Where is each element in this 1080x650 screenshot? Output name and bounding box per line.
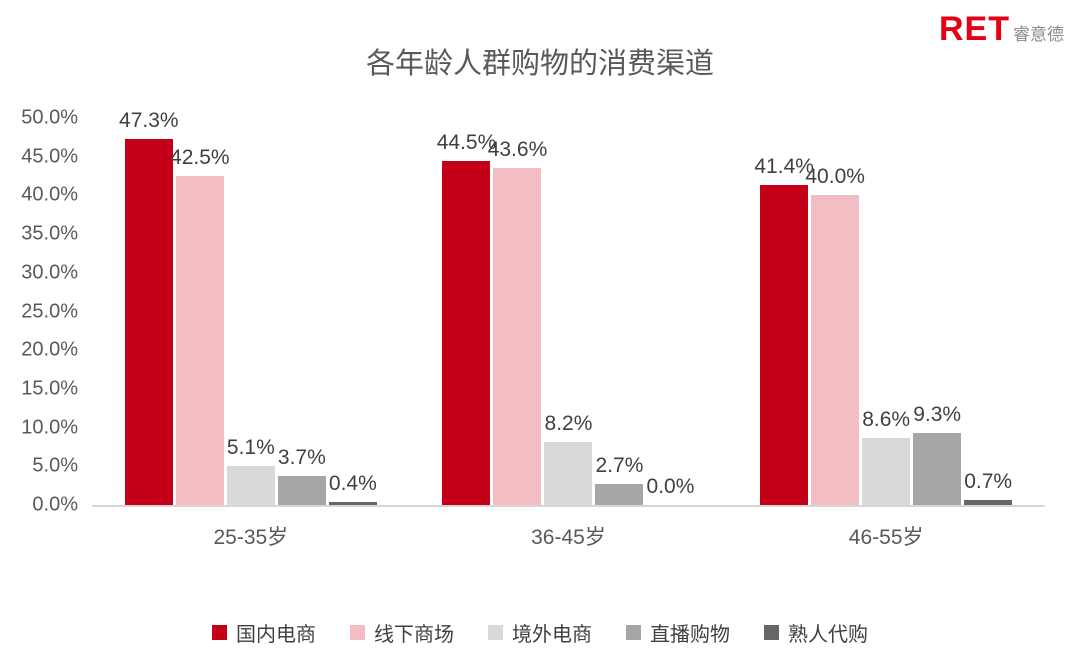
value-label: 43.6% <box>487 137 548 161</box>
legend-swatch <box>626 625 641 640</box>
legend-label: 直播购物 <box>650 624 730 646</box>
value-label: 42.5% <box>170 146 230 170</box>
bar <box>964 499 1013 505</box>
bar <box>175 176 224 505</box>
legend-label: 线下商场 <box>374 624 454 646</box>
y-axis-tick-label: 5.0% <box>32 454 78 477</box>
value-label: 9.3% <box>913 403 962 427</box>
bar <box>913 433 962 505</box>
y-axis-tick-label: 40.0% <box>21 183 78 206</box>
y-axis-tick-label: 30.0% <box>21 261 78 284</box>
x-axis-label: 36-45岁 <box>531 526 606 549</box>
legend-item: 熟人代购 <box>764 618 868 647</box>
value-label: 3.7% <box>277 446 326 470</box>
value-label: 44.5% <box>436 130 497 154</box>
value-label: 5.1% <box>226 435 275 459</box>
y-axis-tick-label: 20.0% <box>21 338 78 361</box>
ret-logo: RET 睿意德 <box>939 12 1064 46</box>
x-axis-label: 25-35岁 <box>213 526 289 549</box>
legend-item: 直播购物 <box>626 618 730 647</box>
y-axis-tick-label: 45.0% <box>21 145 78 168</box>
value-label: 41.4% <box>754 154 814 178</box>
value-label: 47.3% <box>119 108 179 132</box>
y-axis-tick-label: 15.0% <box>21 377 78 400</box>
chart-title: 各年龄人群购物的消费渠道 <box>365 48 714 80</box>
legend-swatch <box>488 625 503 640</box>
bar <box>595 484 644 505</box>
legend-item: 境外电商 <box>488 618 592 647</box>
logo-ret-text: RET <box>939 10 1010 48</box>
bar <box>226 465 275 505</box>
legend-label: 境外电商 <box>512 624 592 646</box>
legend-swatch <box>350 625 365 640</box>
bar-group: 47.3% 42.5% 5.1% 3.7% 0.4% <box>92 109 410 505</box>
bar <box>760 184 809 505</box>
logo-company-name: 睿意德 <box>1013 25 1064 45</box>
plot-area: 47.3% 42.5% 5.1% 3.7% 0.4% 44.5% 43.6% 8.2% 2.7%… <box>92 109 1045 507</box>
legend-label: 国内电商 <box>236 624 316 646</box>
value-label: 2.7% <box>595 454 644 478</box>
value-label: 8.2% <box>544 411 593 435</box>
bar <box>862 438 911 505</box>
legend-swatch <box>212 625 227 640</box>
legend-swatch <box>764 625 779 640</box>
value-label: 0.4% <box>328 471 377 495</box>
value-label: 8.6% <box>862 408 911 432</box>
bar <box>493 167 542 505</box>
value-label: 0.0% <box>646 475 695 498</box>
legend-label: 熟人代购 <box>788 624 868 646</box>
y-axis-tick-label: 0.0% <box>32 493 78 516</box>
bar <box>544 441 593 505</box>
bar <box>442 160 491 505</box>
legend-item: 线下商场 <box>350 618 454 647</box>
bar <box>328 501 377 505</box>
bar <box>811 195 860 505</box>
y-axis-tick-label: 25.0% <box>21 300 78 322</box>
value-label: 0.7% <box>964 469 1013 493</box>
legend-item: 国内电商 <box>212 618 316 647</box>
bar-group: 44.5% 43.6% 8.2% 2.7% 0.0% <box>410 118 728 505</box>
y-axis-tick-label: 35.0% <box>21 222 78 245</box>
y-axis-tick-label: 50.0% <box>21 106 78 129</box>
bar <box>277 476 326 505</box>
x-axis-label: 46-55岁 <box>848 526 924 549</box>
legend: 国内电商 线下商场 境外电商 直播购物 熟人代购 <box>0 618 1080 647</box>
bar-group: 41.4% 40.0% 8.6% 9.3% 0.7% <box>727 118 1045 505</box>
y-axis-tick-label: 10.0% <box>21 416 78 439</box>
value-label: 40.0% <box>805 165 865 189</box>
bar <box>124 138 173 505</box>
